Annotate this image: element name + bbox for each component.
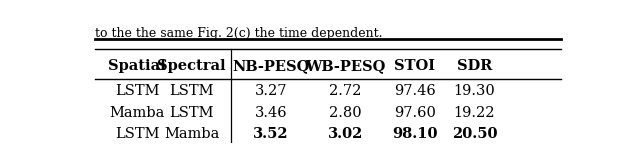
- Text: 3.52: 3.52: [253, 127, 289, 141]
- Text: Spatial: Spatial: [108, 59, 166, 73]
- Text: 97.46: 97.46: [394, 84, 436, 98]
- Text: 19.30: 19.30: [454, 84, 495, 98]
- Text: 3.46: 3.46: [255, 106, 287, 120]
- Text: Spectral: Spectral: [157, 59, 226, 73]
- Text: 98.10: 98.10: [392, 127, 438, 141]
- Text: Mamba: Mamba: [109, 106, 164, 120]
- Text: LSTM: LSTM: [115, 127, 159, 141]
- Text: 19.22: 19.22: [454, 106, 495, 120]
- Text: 3.02: 3.02: [328, 127, 363, 141]
- Text: WB-PESQ: WB-PESQ: [305, 59, 385, 73]
- Text: LSTM: LSTM: [170, 106, 214, 120]
- Text: 20.50: 20.50: [452, 127, 497, 141]
- Text: 2.72: 2.72: [329, 84, 362, 98]
- Text: LSTM: LSTM: [170, 84, 214, 98]
- Text: 97.60: 97.60: [394, 106, 436, 120]
- Text: NB-PESQ: NB-PESQ: [232, 59, 310, 73]
- Text: 2.80: 2.80: [329, 106, 362, 120]
- Text: STOI: STOI: [394, 59, 435, 73]
- Text: SDR: SDR: [456, 59, 492, 73]
- Text: LSTM: LSTM: [115, 84, 159, 98]
- Text: Mamba: Mamba: [164, 127, 220, 141]
- Text: to the the same Fig. 2(c) the time dependent.: to the the same Fig. 2(c) the time depen…: [95, 27, 382, 40]
- Text: 3.27: 3.27: [255, 84, 287, 98]
